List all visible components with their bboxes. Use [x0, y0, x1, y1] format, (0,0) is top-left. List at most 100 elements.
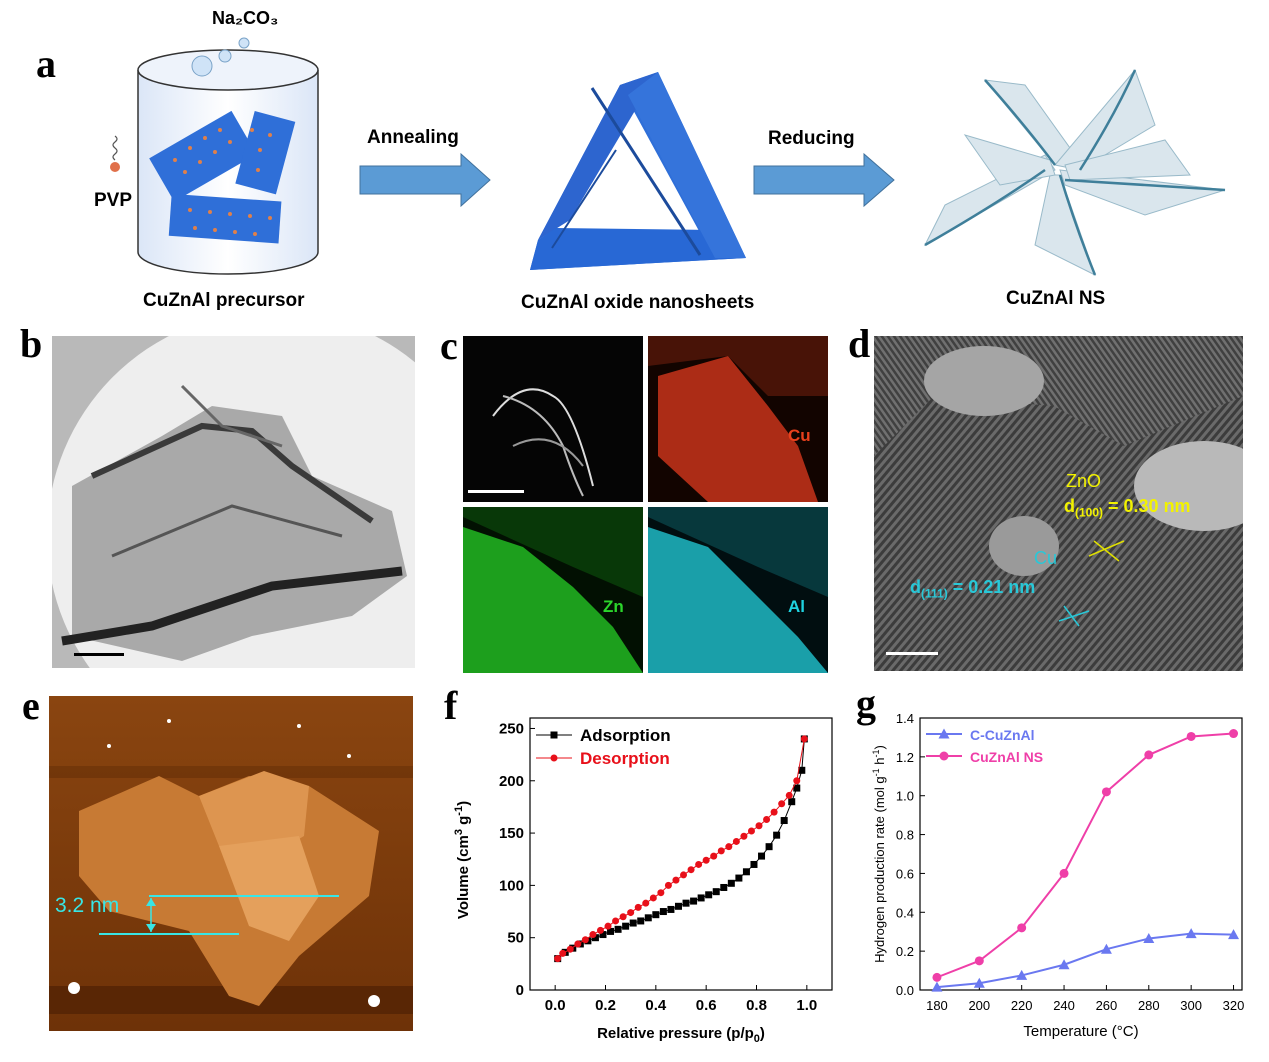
data-point: [798, 766, 806, 774]
map-element-label: Zn: [603, 597, 624, 616]
data-point: [710, 852, 718, 860]
pvp-label: PVP: [94, 190, 133, 211]
data-point: [591, 934, 599, 942]
series-desorption: [554, 735, 808, 963]
data-point: [1228, 929, 1240, 940]
y-tick-label: 100: [499, 877, 524, 894]
data-point: [1058, 959, 1070, 970]
legend-label: CuZnAl NS: [970, 749, 1043, 765]
data-point: [720, 883, 728, 891]
data-point: [732, 837, 740, 845]
legend-label: Desorption: [580, 749, 670, 768]
y-tick-label: 0.6: [896, 866, 914, 881]
zno-label: ZnO: [1066, 471, 1102, 491]
x-tick-label: 0.0: [545, 997, 566, 1014]
data-point: [652, 911, 660, 919]
series-c-cuznal: [931, 928, 1240, 992]
data-point: [667, 905, 675, 913]
data-point: [770, 808, 778, 816]
plot-frame: [919, 717, 1243, 991]
data-point: [773, 831, 781, 839]
zno-d-spacing: d(100) = 0.30 nm: [1064, 496, 1191, 520]
data-point: [629, 919, 637, 927]
arrow-right-icon: [753, 152, 895, 208]
precursor-caption: CuZnAl precursor: [143, 290, 305, 311]
series-line: [936, 932, 1234, 989]
y-tick-label: 200: [499, 773, 524, 790]
tem-image: [52, 336, 415, 668]
x-tick-label: 300: [1180, 998, 1202, 1013]
data-point: [612, 917, 620, 925]
data-point: [793, 784, 801, 792]
data-point: [1186, 731, 1196, 741]
height-label: 3.2 nm: [55, 894, 120, 917]
beaker-schematic: [137, 37, 319, 275]
data-point: [727, 879, 735, 887]
data-point: [931, 981, 943, 992]
data-point: [793, 777, 801, 785]
data-point: [604, 922, 612, 930]
cu-label: Cu: [1034, 548, 1058, 568]
data-point: [1144, 750, 1154, 760]
data-point: [695, 860, 703, 868]
data-point: [800, 735, 808, 743]
data-point: [581, 936, 589, 944]
hydrogen-rate-chart: 180 200 220 240 260 280 300 320 0.0 0.2 0.4 0.6 0.8 1…: [871, 711, 1244, 1040]
x-tick-label: 0.4: [645, 997, 667, 1014]
x-tick-label: 280: [1138, 998, 1160, 1013]
data-point: [649, 894, 657, 902]
x-tick-label: 220: [1011, 998, 1033, 1013]
data-point: [1017, 923, 1027, 933]
series-line: [936, 732, 1234, 979]
series-line: [557, 738, 805, 959]
data-point: [619, 913, 627, 921]
data-point: [627, 909, 635, 917]
data-point: [682, 899, 690, 907]
zn-map: Zn: [463, 507, 643, 673]
data-point: [717, 847, 725, 855]
data-point: [1143, 933, 1155, 944]
data-point: [1059, 868, 1069, 878]
y-tick-label: 150: [499, 825, 524, 842]
data-point: [566, 945, 574, 953]
afm-image: 3.2 nm: [49, 696, 413, 1031]
map-element-label: Al: [788, 597, 805, 616]
y-axis-label: Volume (cm3 g-1): [453, 801, 472, 919]
x-tick-label: 1.0: [796, 997, 817, 1014]
data-point: [705, 891, 713, 899]
data-point: [765, 843, 773, 851]
y-tick-label: 1.2: [896, 750, 914, 765]
data-point: [697, 894, 705, 902]
x-tick-label: 200: [968, 998, 990, 1013]
panel-label-e: e: [22, 683, 40, 728]
data-point: [596, 926, 604, 934]
data-point: [664, 881, 672, 889]
data-point: [589, 931, 597, 939]
data-point: [680, 871, 688, 879]
data-point: [1229, 729, 1239, 739]
data-point: [939, 751, 949, 761]
data-point: [559, 949, 567, 957]
isotherm-chart: 0.0 0.2 0.4 0.6 0.8 1.0 0 50 100 150 200 250 Adsorpt…: [453, 717, 833, 1045]
data-point: [674, 902, 682, 910]
data-point: [758, 852, 766, 860]
data-point: [622, 922, 630, 930]
data-point: [672, 876, 680, 884]
x-tick-label: 0.6: [696, 997, 717, 1014]
x-tick-label: 240: [1053, 998, 1075, 1013]
series-adsorption: [554, 735, 808, 963]
y-tick-label: 0.4: [896, 905, 914, 920]
data-point: [755, 822, 763, 830]
y-tick-label: 1.4: [896, 711, 914, 726]
y-axis-label: Hydrogen production rate (mol g-1 h-1): [871, 745, 887, 963]
data-point: [780, 817, 788, 825]
data-point: [1016, 969, 1028, 980]
data-point: [763, 815, 771, 823]
map-element-label: Cu: [788, 426, 811, 445]
data-point: [644, 914, 652, 922]
oxide-nanosheets-schematic: [530, 72, 746, 270]
series-cuznal-ns: [932, 729, 1239, 982]
x-axis-label: Relative pressure (p/p0): [597, 1025, 765, 1045]
data-point: [687, 866, 695, 874]
hrtem-image: ZnO d(100) = 0.30 nm Cu d(111) = 0.21 nm: [874, 336, 1243, 671]
